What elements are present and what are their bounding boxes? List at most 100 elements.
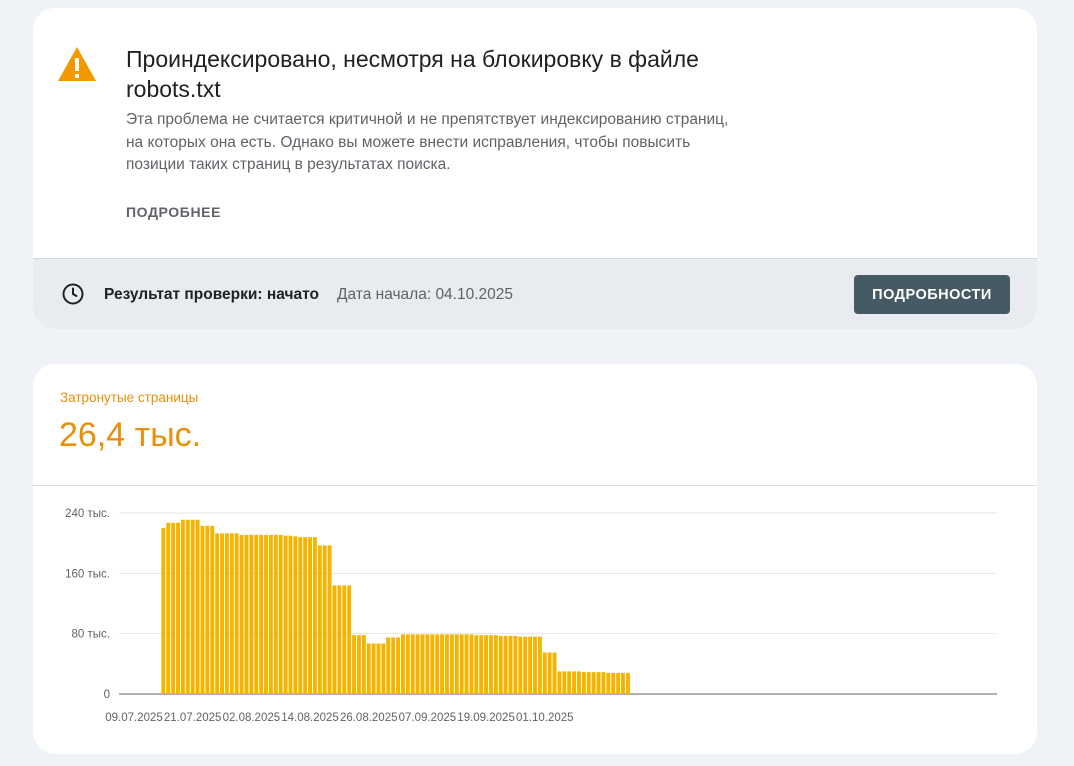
chart-bar[interactable] (254, 534, 259, 694)
chart-bar[interactable] (489, 635, 493, 694)
chart-bar[interactable] (312, 537, 317, 694)
learn-more-link[interactable]: ПОДРОБНЕЕ (126, 204, 222, 220)
chart-bar[interactable] (366, 643, 371, 694)
chart-bar[interactable] (386, 637, 391, 694)
chart-bar[interactable] (303, 537, 308, 694)
chart-bar[interactable] (376, 643, 381, 694)
chart-bar[interactable] (523, 636, 528, 694)
chart-bar[interactable] (586, 672, 591, 694)
chart-bar[interactable] (581, 672, 586, 694)
chart-bar[interactable] (616, 672, 621, 694)
chart-bar[interactable] (337, 585, 342, 694)
chart-bar[interactable] (542, 652, 547, 694)
chart-bar[interactable] (259, 534, 264, 694)
chart-bar[interactable] (264, 534, 268, 694)
chart-bar[interactable] (405, 634, 410, 694)
chart-bar[interactable] (215, 533, 220, 694)
chart-bar[interactable] (185, 519, 190, 694)
chart-bar[interactable] (205, 525, 210, 694)
chart-bar[interactable] (513, 635, 518, 694)
chart-bar[interactable] (498, 635, 503, 694)
chart-bar[interactable] (518, 636, 523, 694)
chart-bar[interactable] (562, 671, 567, 694)
chart-bar[interactable] (484, 635, 489, 694)
chart-bar[interactable] (547, 652, 552, 694)
chart-bar[interactable] (415, 634, 420, 694)
chart-bar[interactable] (493, 635, 498, 694)
chart-bar[interactable] (625, 672, 630, 694)
chart-bar[interactable] (479, 635, 484, 694)
chart-bar[interactable] (474, 635, 479, 694)
chart-bar[interactable] (268, 534, 273, 694)
chart-bar[interactable] (210, 525, 215, 694)
chart-bar[interactable] (381, 643, 386, 694)
chart-bar[interactable] (195, 519, 200, 694)
chart-bar[interactable] (176, 522, 180, 694)
chart-bar[interactable] (454, 634, 459, 694)
chart-bar[interactable] (244, 534, 249, 694)
chart-bar[interactable] (449, 634, 454, 694)
chart-bar[interactable] (298, 537, 303, 694)
chart-bar[interactable] (552, 652, 557, 694)
chart-bar[interactable] (567, 671, 572, 694)
chart-bar[interactable] (425, 634, 430, 694)
chart-bar[interactable] (464, 634, 469, 694)
chart-bar[interactable] (161, 528, 166, 694)
chart-bar[interactable] (445, 634, 449, 694)
chart-bar[interactable] (166, 522, 171, 694)
chart-bar[interactable] (459, 634, 464, 694)
chart-bar[interactable] (440, 634, 445, 694)
details-button[interactable]: ПОДРОБНОСТИ (854, 275, 1010, 314)
chart-bar[interactable] (577, 671, 581, 694)
chart-bar[interactable] (420, 634, 425, 694)
chart-bar[interactable] (239, 534, 244, 694)
chart-bar[interactable] (288, 535, 293, 694)
chart-bar[interactable] (190, 519, 195, 694)
chart-bar[interactable] (317, 545, 322, 694)
chart-bar[interactable] (171, 522, 176, 694)
chart-bar[interactable] (396, 637, 401, 694)
chart-bar[interactable] (249, 534, 254, 694)
affected-pages-chart[interactable]: 0 80 тыс. 160 тыс. 240 тыс. 09.07.2025 21.07.… (33, 486, 1037, 748)
chart-bar[interactable] (435, 634, 440, 694)
chart-bar[interactable] (601, 672, 606, 694)
chart-bar[interactable] (200, 525, 205, 694)
chart-bar[interactable] (278, 534, 283, 694)
chart-bar[interactable] (503, 635, 508, 694)
chart-bar[interactable] (234, 533, 239, 694)
chart-bar[interactable] (606, 672, 611, 694)
chart-bar[interactable] (224, 533, 229, 694)
chart-bar[interactable] (361, 635, 366, 694)
chart-bar[interactable] (273, 534, 278, 694)
chart-bar[interactable] (220, 533, 224, 694)
chart-bar[interactable] (528, 636, 533, 694)
chart-bar[interactable] (533, 636, 537, 694)
chart-bar[interactable] (180, 519, 185, 694)
chart-bar[interactable] (611, 672, 616, 694)
chart-bar[interactable] (537, 636, 542, 694)
chart-bar[interactable] (591, 672, 596, 694)
chart-bar[interactable] (342, 585, 347, 694)
chart-bar[interactable] (621, 672, 625, 694)
chart-bar[interactable] (229, 533, 234, 694)
chart-bar[interactable] (557, 671, 562, 694)
y-tick-label: 240 тыс. (65, 508, 110, 520)
chart-bar[interactable] (596, 672, 601, 694)
chart-bar[interactable] (410, 634, 415, 694)
chart-bar[interactable] (371, 643, 376, 694)
chart-bar[interactable] (322, 545, 327, 694)
chart-bar[interactable] (347, 585, 352, 694)
chart-bar[interactable] (283, 535, 288, 694)
chart-bar[interactable] (469, 634, 474, 694)
chart-bar[interactable] (572, 671, 577, 694)
chart-bar[interactable] (293, 536, 298, 694)
chart-bar[interactable] (401, 634, 405, 694)
chart-bar[interactable] (308, 537, 312, 694)
chart-bar[interactable] (332, 585, 337, 694)
chart-bar[interactable] (352, 635, 356, 694)
chart-bar[interactable] (391, 637, 396, 694)
chart-bar[interactable] (327, 545, 332, 694)
chart-bar[interactable] (508, 635, 513, 694)
chart-bar[interactable] (356, 635, 361, 694)
chart-bar[interactable] (430, 634, 435, 694)
